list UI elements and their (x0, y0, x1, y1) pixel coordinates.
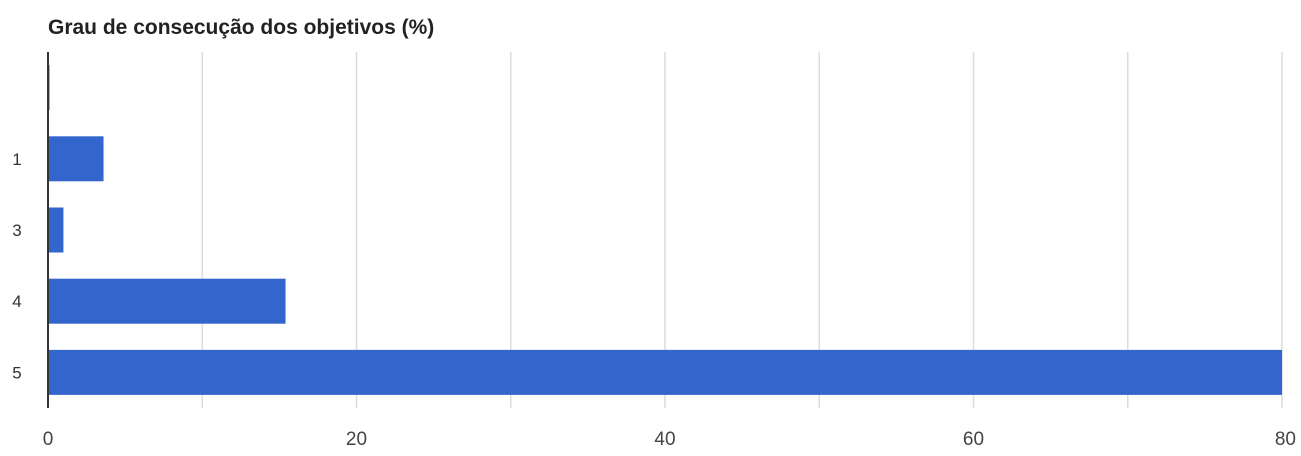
x-tick-label: 60 (963, 429, 984, 450)
gridlines (201, 52, 1283, 408)
category-labels: 1 3 4 5 (12, 150, 21, 383)
category-label: 5 (12, 363, 21, 382)
x-tick-label: 80 (1275, 429, 1296, 450)
category-label: 4 (12, 292, 21, 311)
bars (48, 65, 1282, 395)
x-tick-label: 20 (346, 429, 367, 450)
x-tick-label: 40 (654, 429, 675, 450)
category-label: 1 (12, 150, 21, 169)
category-label: 3 (12, 221, 21, 240)
chart-title: Grau de consecução dos objetivos (%) (48, 16, 435, 39)
bar-1 (48, 136, 104, 182)
bar-5 (48, 349, 1282, 395)
bar-4 (48, 278, 286, 324)
x-tick-label: 0 (43, 429, 54, 450)
x-tick-labels: 0 20 40 60 80 (43, 429, 1296, 450)
bar-3 (48, 207, 64, 253)
